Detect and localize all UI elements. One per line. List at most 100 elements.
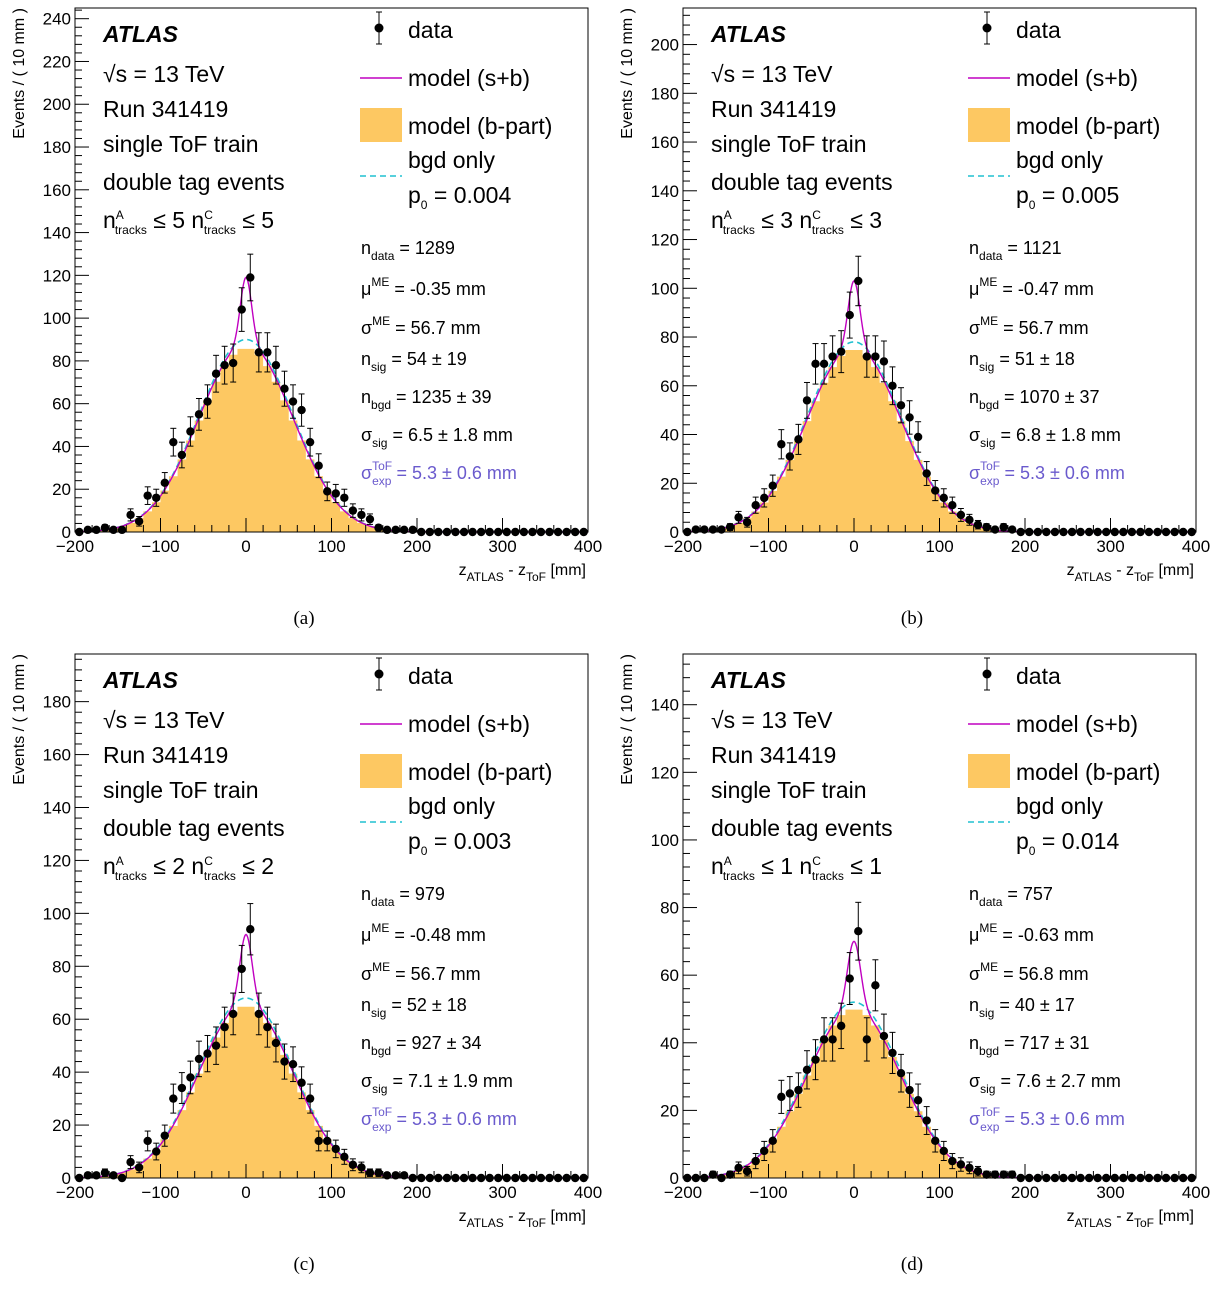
- x-tick-label: 400: [574, 1183, 602, 1202]
- x-tick-label: 200: [403, 1183, 431, 1202]
- data-point: [965, 515, 974, 525]
- train-label: single ToF train: [103, 131, 259, 157]
- data-point: [203, 1049, 212, 1058]
- data-point: [879, 357, 889, 366]
- data-point: [152, 493, 161, 502]
- x-axis-label: zATLAS - zToF [mm]: [1067, 1208, 1194, 1230]
- stat-sigma-exp: σToF exp = 5.3 ± 0.6 mm: [361, 1105, 517, 1134]
- stat-n-data: ndata = 1289: [361, 238, 455, 263]
- sqrt-s-label: √s = 13 TeV: [103, 707, 225, 733]
- data-point: [922, 469, 931, 478]
- x-axis-label: zATLAS - zToF [mm]: [459, 1208, 586, 1230]
- data-point: [365, 514, 375, 524]
- data-point: [331, 489, 340, 498]
- x-tick-label: 0: [849, 1183, 858, 1202]
- data-point: [134, 517, 144, 526]
- run-label: Run 341419: [103, 96, 228, 122]
- stat-mu-me: μME = -0.35 mm: [361, 275, 486, 299]
- y-tick-label: 160: [43, 181, 71, 200]
- data-point: [100, 1168, 110, 1177]
- data-point: [143, 1136, 152, 1146]
- data-point: [143, 491, 152, 500]
- legend-bgd-label: bgd only: [1016, 147, 1103, 173]
- y-axis-label: Events / ( 10 mm ): [619, 8, 636, 139]
- y-tick-label: 80: [660, 899, 679, 918]
- data-point: [228, 1009, 238, 1019]
- stat-sigma-me: σME = 56.7 mm: [361, 314, 481, 338]
- data-point: [794, 435, 803, 444]
- train-label: single ToF train: [711, 131, 867, 157]
- x-tick-label: −100: [749, 537, 787, 556]
- stat-n-bgd: nbgd = 1070 ± 37: [969, 387, 1100, 412]
- y-axis-label: Events / ( 10 mm ): [11, 8, 28, 139]
- y-tick-label: 80: [52, 957, 71, 976]
- stat-mu-me: μME = -0.47 mm: [969, 275, 1094, 299]
- stat-sigma-sig: σsig = 6.8 ± 1.8 mm: [969, 425, 1121, 450]
- data-point: [237, 964, 246, 974]
- data-point: [100, 523, 110, 532]
- stat-n-bgd: nbgd = 717 ± 31: [969, 1033, 1090, 1058]
- data-point: [408, 525, 417, 535]
- x-tick-label: 100: [317, 537, 345, 556]
- legend-bpart-label: model (b-part): [1016, 113, 1160, 139]
- y-tick-label: 100: [43, 309, 71, 328]
- stat-n-data: ndata = 1121: [969, 238, 1062, 263]
- data-point: [305, 1094, 315, 1103]
- data-point: [854, 276, 863, 286]
- x-tick-label: −100: [141, 1183, 179, 1202]
- data-point: [896, 1069, 906, 1078]
- legend-data-marker: [374, 23, 384, 33]
- data-point: [717, 525, 726, 534]
- data-point: [905, 413, 914, 422]
- data-point: [862, 352, 872, 361]
- data-point: [314, 461, 323, 470]
- data-point: [888, 1048, 897, 1058]
- y-tick-label: 100: [651, 831, 679, 850]
- x-tick-label: 400: [574, 537, 602, 556]
- stat-sigma-me: σME = 56.7 mm: [361, 960, 481, 984]
- data-point: [931, 486, 940, 495]
- stat-n-bgd: nbgd = 1235 ± 39: [361, 387, 492, 412]
- data-point: [382, 525, 392, 535]
- x-tick-label: −200: [664, 1183, 702, 1202]
- data-point: [254, 348, 264, 357]
- legend-bpart-label: model (b-part): [408, 759, 552, 785]
- data-point: [999, 522, 1008, 532]
- atlas-label: ATLAS: [102, 21, 179, 47]
- sqrt-s-label: √s = 13 TeV: [103, 61, 225, 87]
- x-tick-label: 100: [317, 1183, 345, 1202]
- y-tick-label: 60: [52, 1010, 71, 1029]
- data-point: [297, 1078, 306, 1087]
- y-tick-label: 80: [660, 328, 679, 347]
- data-point: [211, 1041, 221, 1050]
- data-point: [836, 1021, 846, 1031]
- legend-bgd-label: bgd only: [408, 793, 495, 819]
- data-point: [965, 1163, 974, 1173]
- x-tick-label: −100: [141, 537, 179, 556]
- data-point: [768, 481, 777, 490]
- legend-data-marker: [982, 669, 992, 679]
- data-point: [399, 1171, 409, 1180]
- y-tick-label: 0: [62, 523, 71, 542]
- data-point: [725, 1170, 735, 1179]
- data-point: [879, 1031, 889, 1041]
- data-point: [177, 450, 187, 460]
- data-point: [896, 401, 906, 410]
- data-point: [186, 427, 195, 436]
- atlas-label: ATLAS: [102, 667, 179, 693]
- legend-data-marker: [374, 669, 384, 679]
- legend-bpart-swatch: [968, 754, 1010, 788]
- legend-sb-label: model (s+b): [408, 65, 530, 91]
- legend-sb-label: model (s+b): [1016, 711, 1138, 737]
- data-point: [760, 493, 769, 503]
- y-tick-label: 20: [660, 1101, 679, 1120]
- data-point: [194, 1054, 204, 1064]
- data-point: [760, 1146, 769, 1156]
- x-tick-label: −100: [749, 1183, 787, 1202]
- data-point: [854, 927, 863, 936]
- y-tick-label: 120: [651, 231, 679, 250]
- data-point: [399, 525, 409, 535]
- data-point: [836, 347, 846, 356]
- p0-label: p0 = 0.004: [408, 182, 511, 212]
- x-tick-label: 0: [849, 537, 858, 556]
